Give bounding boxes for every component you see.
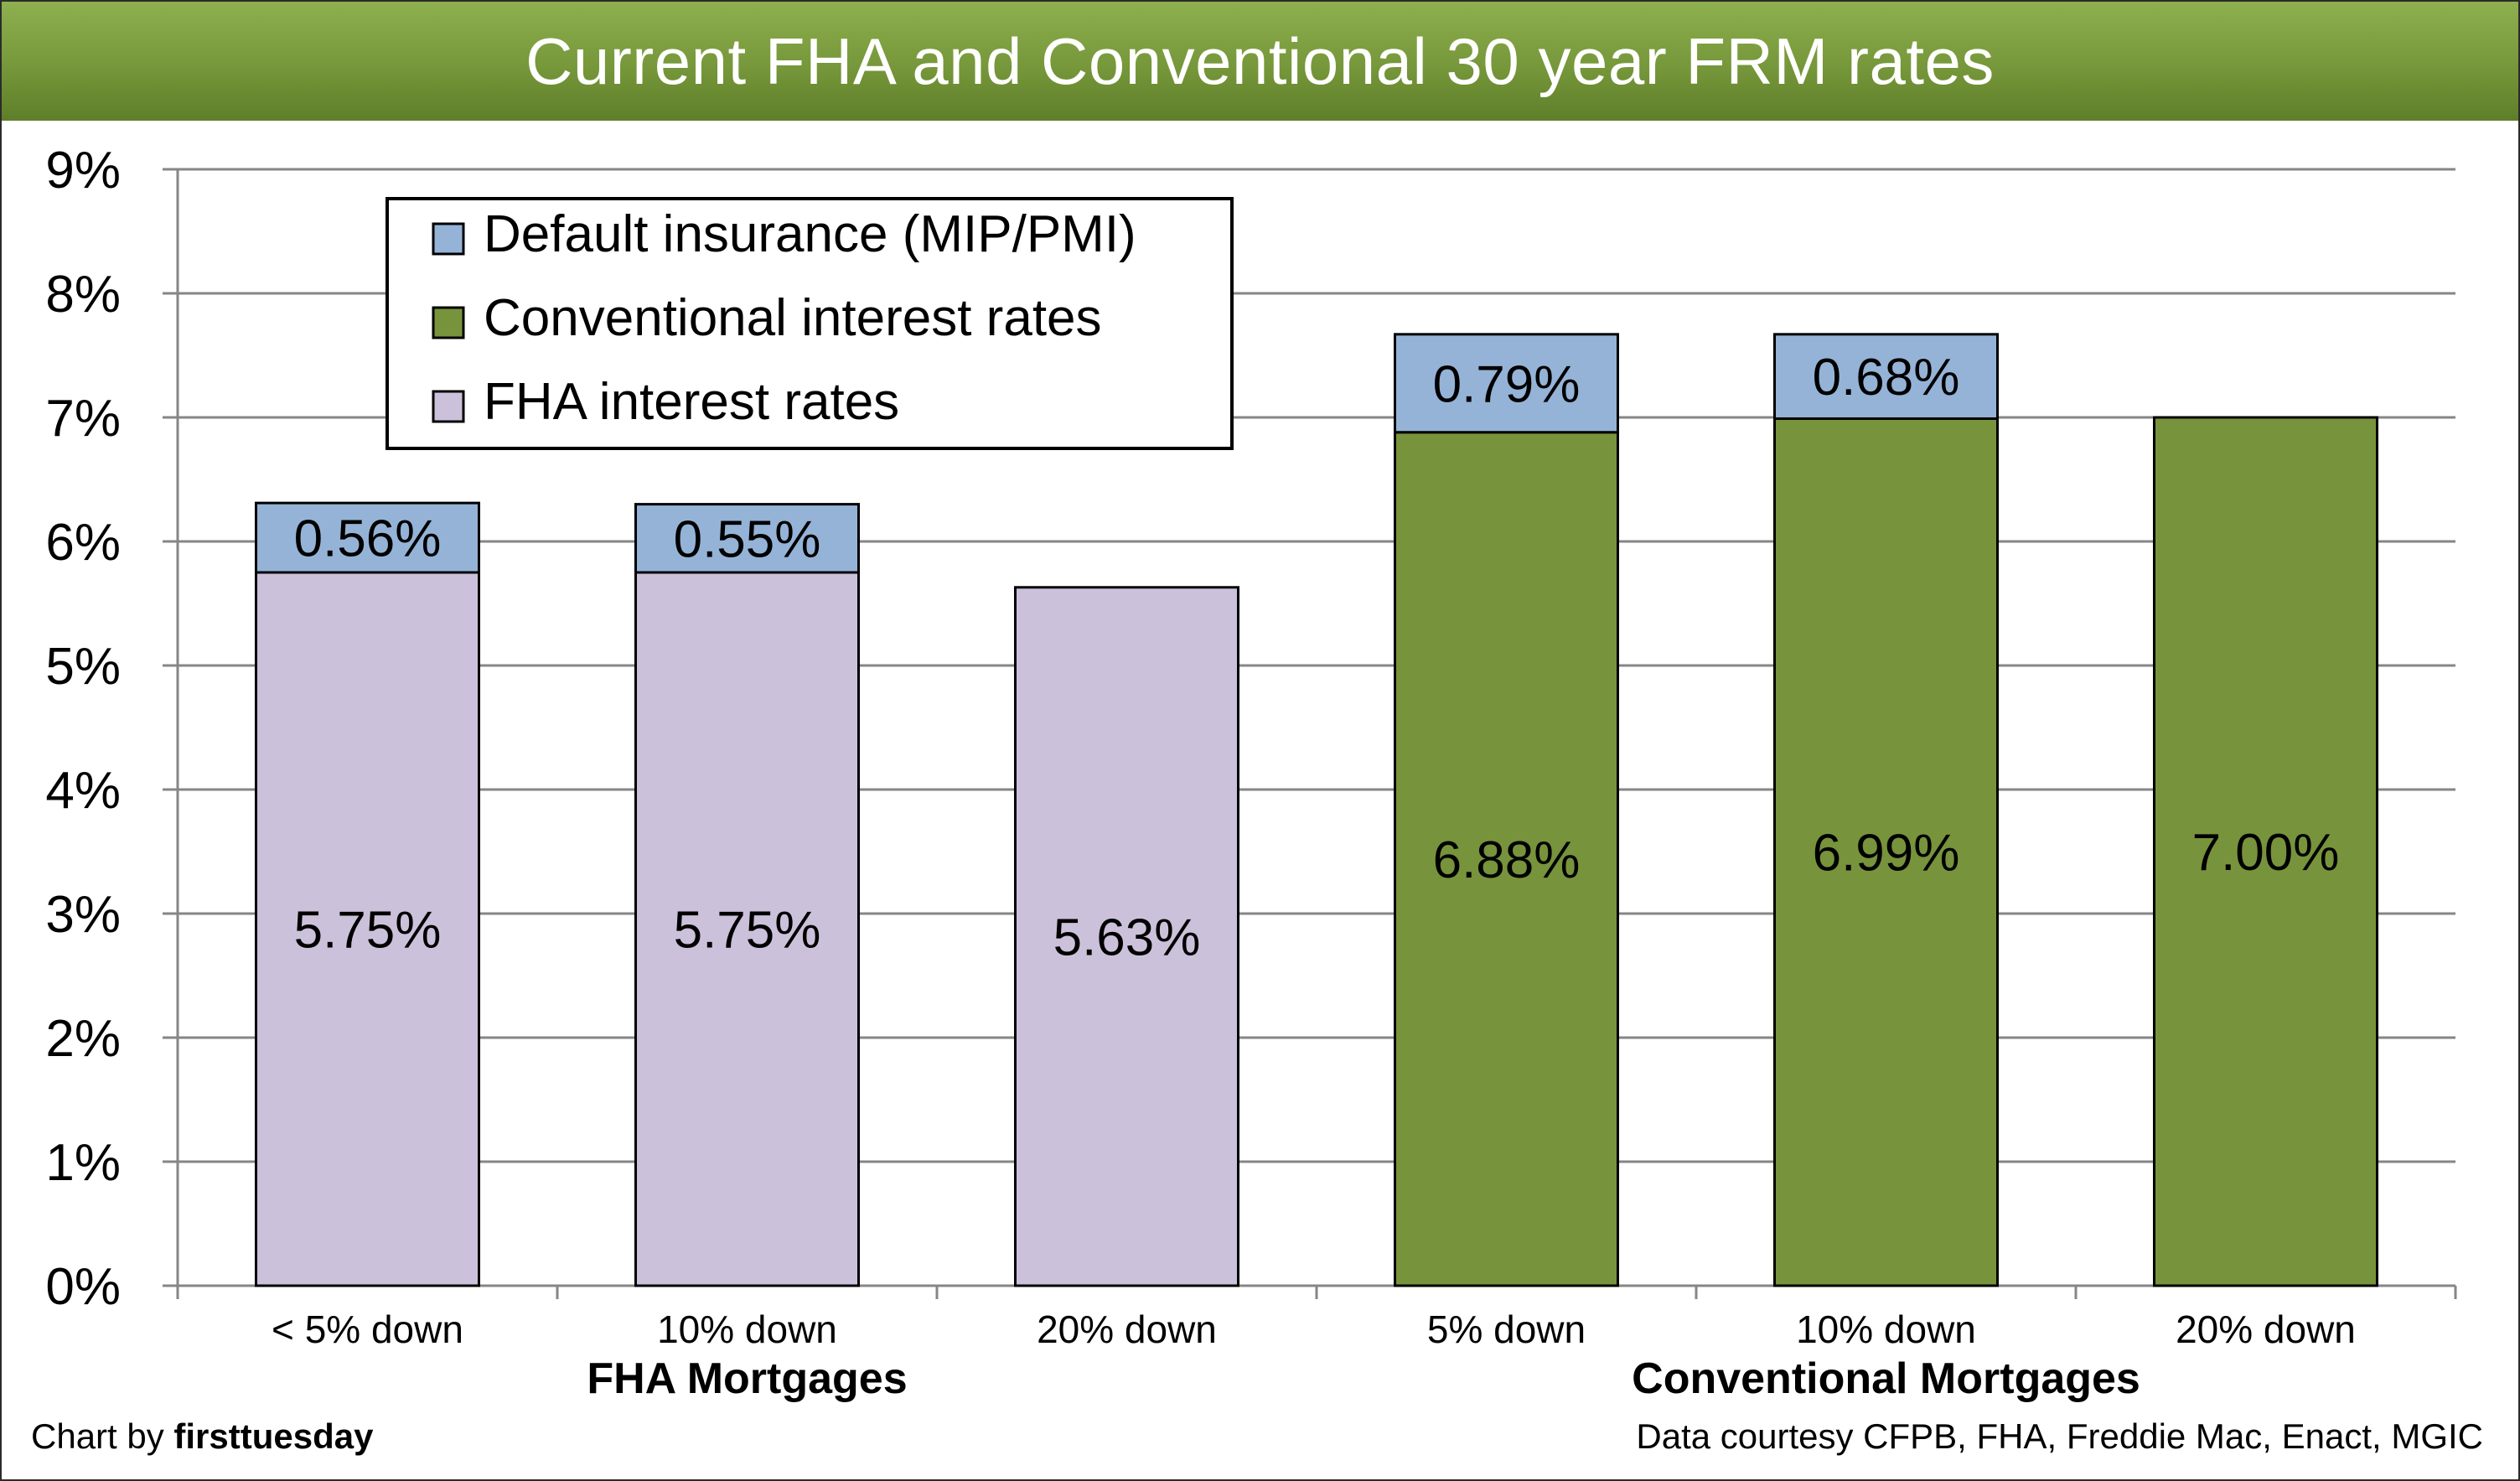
- y-tick-label: 9%: [45, 142, 121, 199]
- title-bar: Current FHA and Conventional 30 year FRM…: [2, 2, 2518, 121]
- chart-credit: Chart by firsttuesday: [31, 1416, 373, 1457]
- legend-box: [386, 197, 1234, 450]
- chart-title: Current FHA and Conventional 30 year FRM…: [525, 23, 1995, 98]
- y-tick-label: 7%: [45, 390, 121, 448]
- bar-segment-fha-interest-rates: [1014, 586, 1239, 1287]
- bar-segment-fha-interest-rates: [634, 571, 860, 1287]
- data-label: 7.00%: [2192, 824, 2340, 882]
- data-label: 5.75%: [674, 902, 821, 960]
- data-label: 0.56%: [294, 510, 442, 568]
- x-tick-label: 20% down: [2176, 1308, 2356, 1351]
- y-tick-label: 2%: [45, 1010, 121, 1068]
- data-label: 5.75%: [294, 902, 442, 960]
- data-label: 6.88%: [1433, 831, 1581, 889]
- bar-segment-conventional-interest-rates: [1773, 417, 1999, 1287]
- y-tick-label: 0%: [45, 1258, 121, 1316]
- data-source: Data courtesy CFPB, FHA, Freddie Mac, En…: [1636, 1416, 2483, 1456]
- x-tick-label: 5% down: [1427, 1308, 1586, 1351]
- x-tick-label: 10% down: [657, 1308, 837, 1351]
- bar-segment-default-insurance-mip-pmi-: [255, 501, 480, 574]
- data-label: 0.68%: [1813, 349, 1960, 406]
- group-label: Conventional Mortgages: [1632, 1354, 2140, 1403]
- legend: Default insurance (MIP/PMI) Conventional …: [386, 197, 1234, 450]
- legend-label: FHA interest rates: [484, 373, 899, 431]
- bar-segment-conventional-interest-rates: [1394, 431, 1619, 1287]
- data-label: 0.55%: [674, 510, 821, 568]
- legend-label: Conventional interest rates: [484, 289, 1102, 347]
- bar-segment-fha-interest-rates: [255, 571, 480, 1287]
- legend-swatch: [432, 390, 465, 423]
- bar-segment-default-insurance-mip-pmi-: [634, 503, 860, 574]
- legend-swatch: [432, 222, 465, 256]
- axes: 0% 1% 2% 3% 4% 5% 6% 7% 8% 9% < 5% down 10% down 20%…: [45, 142, 2457, 1403]
- bars: [255, 333, 2378, 1287]
- x-tick-label: 10% down: [1796, 1308, 1976, 1351]
- data-label: 5.63%: [1053, 909, 1201, 966]
- y-tick-label: 5%: [45, 638, 121, 696]
- y-tick-label: 1%: [45, 1134, 121, 1192]
- group-label: FHA Mortgages: [587, 1354, 907, 1403]
- data-label: 6.99%: [1813, 825, 1960, 883]
- credit-brand: firsttuesday: [173, 1416, 374, 1456]
- x-tick-label: 20% down: [1037, 1308, 1217, 1351]
- y-tick-label: 3%: [45, 886, 121, 944]
- y-tick-label: 6%: [45, 514, 121, 572]
- x-tick-label: < 5% down: [272, 1308, 463, 1351]
- credit-prefix: Chart by: [31, 1416, 174, 1456]
- y-tick-label: 8%: [45, 266, 121, 324]
- bar-segment-default-insurance-mip-pmi-: [1773, 333, 1999, 420]
- bar-segment-conventional-interest-rates: [2153, 416, 2378, 1287]
- y-tick-label: 4%: [45, 762, 121, 820]
- data-labels: 5.75% 5.75% 5.63% 6.88% 6.99% 7.00% 0.56% 0.55%…: [294, 349, 2340, 966]
- data-label: 0.79%: [1433, 355, 1581, 413]
- bar-segment-default-insurance-mip-pmi-: [1394, 333, 1619, 434]
- legend-label: Default insurance (MIP/PMI): [484, 205, 1136, 263]
- legend-swatch: [432, 306, 465, 339]
